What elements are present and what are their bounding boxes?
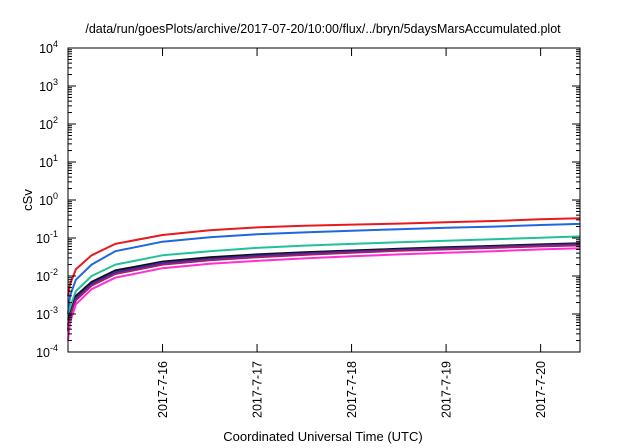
series-line-3 xyxy=(67,235,581,321)
y-axis-label: cSv xyxy=(20,189,35,211)
y-tick-exponent: -2 xyxy=(50,267,58,277)
y-tick-exponent: 4 xyxy=(53,39,58,49)
y-tick-exponent: 2 xyxy=(53,115,58,125)
y-tick-exponent: -4 xyxy=(50,343,58,353)
y-tick-label: 103 xyxy=(39,77,58,94)
y-tick-label: 101 xyxy=(39,153,58,170)
x-tick-label: 2017-7-17 xyxy=(251,361,265,418)
x-tick-label: 2017-7-16 xyxy=(156,361,170,418)
y-tick-label: 10-3 xyxy=(36,305,58,322)
series-line-4 xyxy=(67,242,581,326)
x-tick-label: 2017-7-20 xyxy=(534,361,548,418)
series-line-2 xyxy=(67,222,581,315)
y-tick-exponent: -3 xyxy=(50,305,58,315)
series-line-6 xyxy=(67,244,581,332)
series-line-1 xyxy=(67,217,581,297)
y-tick-label: 102 xyxy=(39,115,58,132)
series-layer xyxy=(67,217,581,341)
y-tick-label: 10-1 xyxy=(36,229,58,246)
x-axis-label: Coordinated Universal Time (UTC) xyxy=(223,429,422,444)
y-tick-label: 10-2 xyxy=(36,267,58,284)
y-tick-label: 104 xyxy=(39,39,58,56)
y-tick-exponent: -1 xyxy=(50,229,58,239)
ticks-layer: 10-410-310-210-11001011021031042017-7-16… xyxy=(36,39,580,418)
y-tick-exponent: 3 xyxy=(53,77,58,87)
plot-frame xyxy=(67,47,581,353)
y-tick-label: 10-4 xyxy=(36,343,58,360)
y-tick-label: 100 xyxy=(39,191,58,208)
y-tick-exponent: 1 xyxy=(53,153,58,163)
chart-title: /data/run/goesPlots/archive/2017-07-20/1… xyxy=(85,22,561,36)
x-tick-label: 2017-7-18 xyxy=(345,361,359,418)
x-tick-label: 2017-7-19 xyxy=(440,361,454,418)
series-line-5 xyxy=(67,243,581,330)
y-tick-exponent: 0 xyxy=(53,191,58,201)
series-line-7 xyxy=(67,247,581,341)
